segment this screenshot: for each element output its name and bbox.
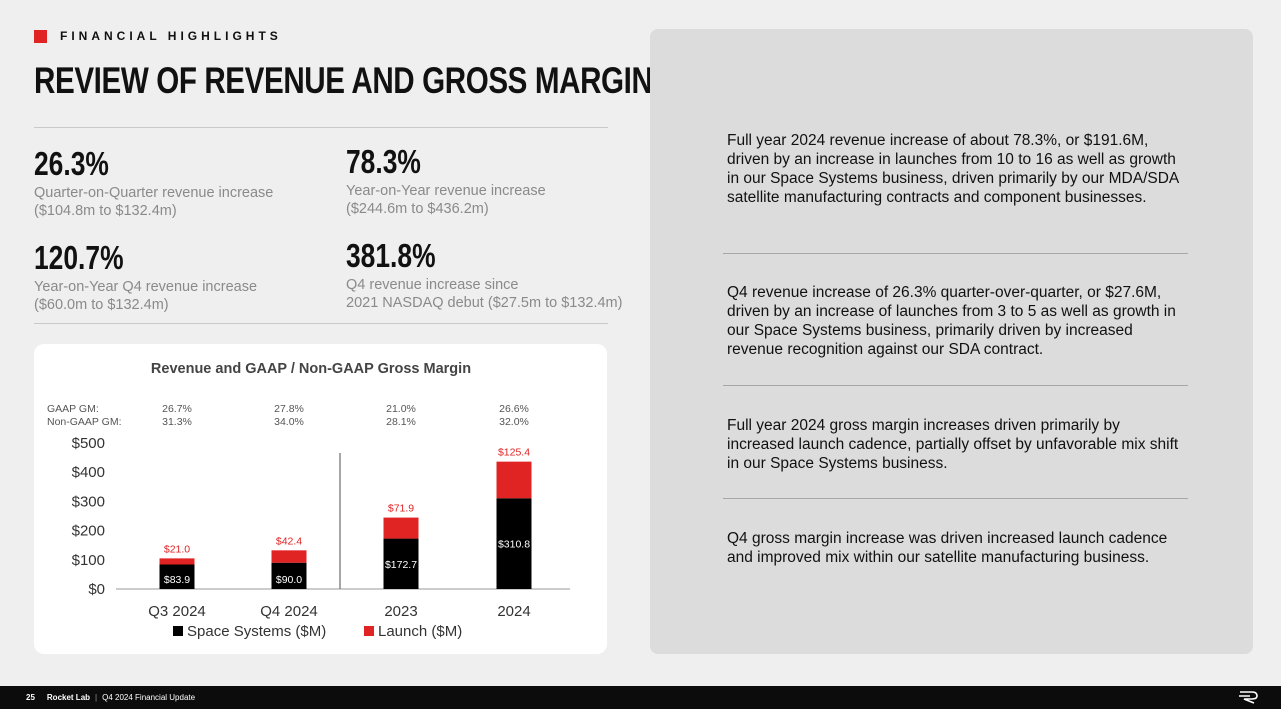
footer-doc-title: Q4 2024 Financial Update (102, 693, 196, 702)
stat-qoq: 26.3% Quarter-on-Quarter revenue increas… (34, 146, 273, 220)
gaap-gm-value: 26.7% (162, 403, 192, 415)
y-tick-label: $100 (72, 552, 105, 569)
commentary-panel: Full year 2024 revenue increase of about… (650, 29, 1253, 654)
launch-bar (159, 558, 195, 565)
space-systems-bar (383, 538, 419, 589)
launch-bar (383, 517, 419, 539)
legend-label-space-systems: Space Systems ($M) (187, 623, 326, 640)
x-tick-label: Q4 2024 (260, 603, 318, 620)
divider-top (34, 127, 608, 128)
launch-bar (496, 461, 532, 499)
legend-label-launch: Launch ($M) (378, 623, 462, 640)
launch-value-label: $42.4 (276, 535, 302, 547)
y-tick-label: $400 (72, 464, 105, 481)
space-systems-bar (159, 564, 195, 589)
commentary-item: Full year 2024 gross margin increases dr… (727, 417, 1179, 472)
launch-value-label: $125.4 (498, 447, 530, 459)
y-tick-label: $0 (88, 581, 105, 598)
gaap-gm-value: 21.0% (386, 403, 416, 415)
y-tick-label: $500 (72, 435, 105, 452)
x-tick-label: 2023 (384, 603, 417, 620)
stat-desc: Year-on-Year Q4 revenue increase (34, 279, 258, 295)
space-systems-value-label: $83.9 (164, 574, 190, 586)
commentary-divider (723, 253, 1188, 254)
stat-desc-range: ($60.0m to $132.4m) (34, 297, 169, 313)
commentary-divider (723, 498, 1188, 499)
x-tick-label: 2024 (497, 603, 530, 620)
rocket-lab-logo-icon (1239, 691, 1258, 704)
commentary-item: Q4 revenue increase of 26.3% quarter-ove… (727, 284, 1176, 358)
page-title: REVIEW OF REVENUE AND GROSS MARGINS (34, 60, 672, 101)
footer-company: Rocket Lab (46, 693, 91, 702)
commentary-divider (723, 385, 1188, 386)
stat-desc: Year-on-Year revenue increase (346, 183, 546, 199)
non-gaap-gm-value: 28.1% (386, 416, 416, 428)
space-systems-value-label: $172.7 (385, 559, 417, 571)
stat-yoy: 78.3% Year-on-Year revenue increase ($24… (346, 144, 546, 218)
launch-value-label: $71.9 (388, 503, 414, 515)
launch-bar (271, 550, 307, 563)
non-gaap-gm-value: 32.0% (499, 416, 529, 428)
space-systems-value-label: $310.8 (498, 539, 530, 551)
footer: 25 Rocket Lab | Q4 2024 Financial Update (0, 686, 1281, 709)
stat-value: 381.8% (346, 237, 436, 274)
stat-value: 26.3% (34, 145, 109, 182)
x-tick-label: Q3 2024 (148, 603, 206, 620)
stat-desc-range: ($104.8m to $132.4m) (34, 203, 177, 219)
launch-value-label: $21.0 (164, 543, 190, 555)
gaap-gm-value: 27.8% (274, 403, 304, 415)
chart-card: Revenue and GAAP / Non-GAAP Gross Margin… (34, 344, 607, 654)
stat-value: 78.3% (346, 143, 421, 180)
stat-desc-range: ($244.6m to $436.2m) (346, 201, 489, 217)
stat-desc-range: 2021 NASDAQ debut ($27.5m to $132.4m) (346, 295, 623, 311)
section-tag: FINANCIAL HIGHLIGHTS (34, 29, 282, 43)
section-marker (34, 29, 47, 43)
space-systems-bar (271, 562, 307, 589)
y-tick-label: $200 (72, 523, 105, 540)
space-systems-bar (496, 498, 532, 589)
chart-title: Revenue and GAAP / Non-GAAP Gross Margin (151, 361, 471, 377)
stat-since-debut: 381.8% Q4 revenue increase since 2021 NA… (346, 238, 622, 312)
legend-swatch-launch (364, 626, 374, 636)
footer-separator: | (95, 693, 98, 702)
non-gaap-gm-value: 34.0% (274, 416, 304, 428)
non-gaap-gm-value: 31.3% (162, 416, 192, 428)
divider-bottom (34, 323, 608, 324)
stat-value: 120.7% (34, 239, 124, 276)
stat-yoy-q4: 120.7% Year-on-Year Q4 revenue increase … (34, 240, 257, 314)
stat-desc: Quarter-on-Quarter revenue increase (34, 185, 274, 201)
gaap-gm-value: 26.6% (499, 403, 529, 415)
commentary-item: Full year 2024 revenue increase of about… (727, 132, 1179, 206)
space-systems-value-label: $90.0 (276, 574, 302, 586)
commentary-item: Q4 gross margin increase was driven incr… (727, 530, 1168, 566)
section-label: FINANCIAL HIGHLIGHTS (60, 29, 282, 43)
non-gaap-gm-label: Non-GAAP GM: (47, 416, 122, 428)
y-tick-label: $300 (72, 493, 105, 510)
legend-swatch-space-systems (173, 626, 183, 636)
stat-desc: Q4 revenue increase since (346, 277, 519, 293)
gaap-gm-label: GAAP GM: (47, 403, 99, 415)
page-number: 25 (26, 693, 35, 702)
revenue-chart: Revenue and GAAP / Non-GAAP Gross Margin… (47, 361, 570, 640)
